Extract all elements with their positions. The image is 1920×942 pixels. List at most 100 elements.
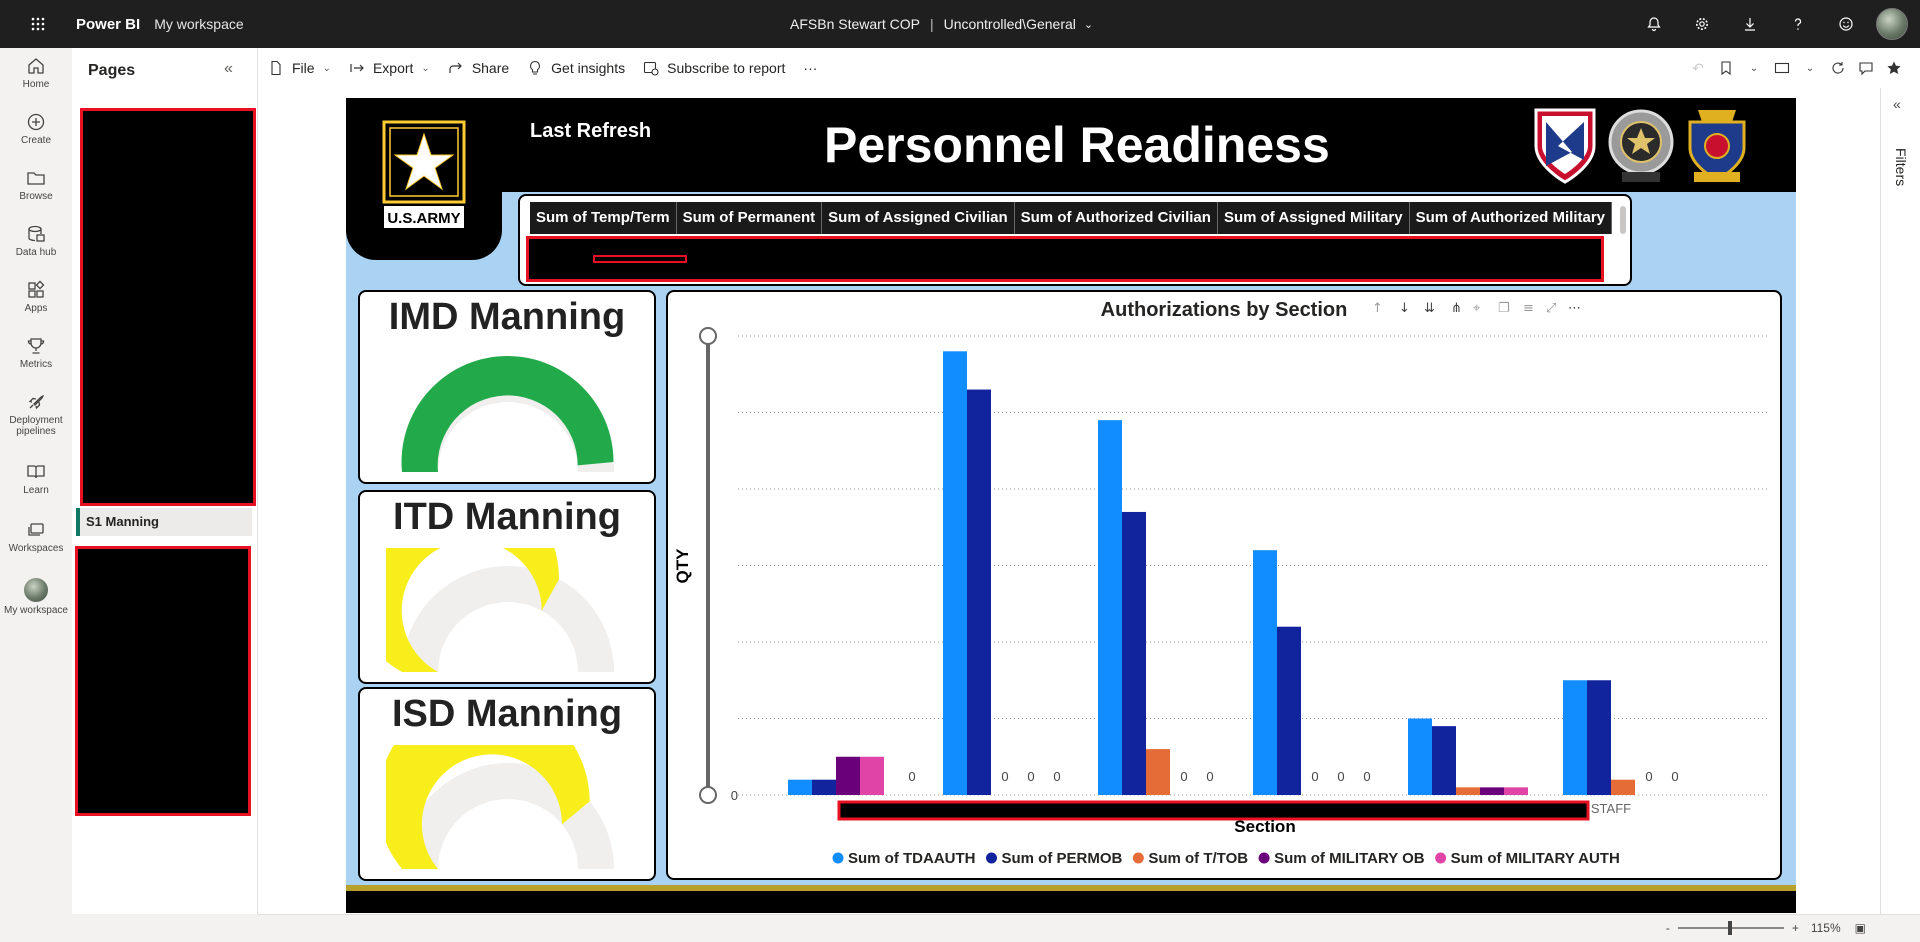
page-thumbnail-redacted[interactable]	[80, 108, 256, 506]
share-button[interactable]: Share	[448, 60, 509, 76]
bookmark-icon[interactable]	[1712, 48, 1740, 88]
column-header-assigned-military[interactable]: Sum of Assigned Military	[1218, 202, 1410, 234]
download-icon[interactable]	[1726, 0, 1774, 48]
imd-manning-gauge-card[interactable]: IMD Manning	[358, 290, 656, 484]
bar[interactable]	[836, 756, 860, 795]
report-title-bar[interactable]: AFSBn Stewart COP | Uncontrolled\General…	[790, 0, 1093, 48]
bar[interactable]	[1122, 511, 1146, 795]
nav-browse[interactable]: Browse	[0, 160, 72, 216]
table-scrollbar[interactable]	[1620, 206, 1626, 234]
nav-deployment-pipelines[interactable]: Deployment pipelines	[0, 384, 72, 454]
bar[interactable]	[943, 351, 967, 795]
itd-manning-gauge-card[interactable]: ITD Manning	[358, 490, 656, 684]
breadcrumb-workspace[interactable]: My workspace	[154, 16, 244, 32]
data-label: 0	[1645, 769, 1652, 784]
nav-workspaces[interactable]: Workspaces	[0, 512, 72, 570]
bar[interactable]	[1277, 626, 1301, 795]
file-menu[interactable]: File ⌄	[268, 60, 331, 76]
bar[interactable]	[1480, 787, 1504, 795]
bar[interactable]	[1253, 550, 1277, 795]
us-army-logo: U.S.ARMY	[382, 120, 466, 228]
top-bar: Power BI My workspace AFSBn Stewart COP …	[0, 0, 1920, 48]
column-header-assigned-civilian[interactable]: Sum of Assigned Civilian	[822, 202, 1015, 234]
favorite-star-icon[interactable]	[1880, 48, 1908, 88]
drill-down-icon[interactable]: ↓	[1399, 301, 1410, 316]
bar[interactable]	[967, 389, 991, 795]
focus-mode-icon[interactable]: ⤢	[1546, 301, 1556, 316]
bar[interactable]	[1563, 680, 1587, 795]
collapse-pages-icon[interactable]: «	[224, 60, 233, 77]
column-header-permanent[interactable]: Sum of Permanent	[677, 202, 823, 234]
help-icon[interactable]	[1774, 0, 1822, 48]
bar[interactable]	[1408, 718, 1432, 796]
bar[interactable]	[1587, 680, 1611, 795]
legend-item[interactable]: Sum of PERMOB	[1002, 850, 1123, 867]
bar[interactable]	[1432, 726, 1456, 795]
bar[interactable]	[1456, 787, 1480, 795]
app-launcher-icon[interactable]	[0, 0, 76, 48]
more-options-icon[interactable]: ⋯	[1568, 301, 1581, 316]
column-header-authorized-civilian[interactable]: Sum of Authorized Civilian	[1015, 202, 1218, 234]
more-options-button[interactable]: ···	[803, 60, 818, 76]
bar[interactable]	[1146, 749, 1170, 795]
bar[interactable]	[788, 779, 812, 795]
refresh-icon[interactable]	[1824, 48, 1852, 88]
legend-item[interactable]: Sum of T/TOB	[1148, 850, 1248, 867]
settings-gear-icon[interactable]	[1678, 0, 1726, 48]
page-thumbnail-redacted-2[interactable]	[75, 546, 251, 816]
nav-create[interactable]: Create	[0, 104, 72, 160]
data-label: 0	[1337, 769, 1344, 784]
zoom-slider[interactable]	[1677, 921, 1784, 935]
brand-name[interactable]: Power BI	[76, 15, 141, 33]
undo-icon[interactable]: ↶	[1692, 59, 1704, 76]
nav-learn[interactable]: Learn	[0, 454, 72, 512]
metrics-icon	[27, 338, 45, 354]
nav-apps[interactable]: Apps	[0, 272, 72, 328]
range-slider-bottom-handle[interactable]	[699, 786, 717, 804]
filter-icon[interactable]: ≡	[1523, 301, 1534, 316]
get-insights-button[interactable]: Get insights	[527, 60, 625, 76]
view-icon[interactable]	[1768, 48, 1796, 88]
user-avatar[interactable]	[1876, 8, 1908, 40]
bar[interactable]	[1098, 420, 1122, 795]
chevron-down-icon[interactable]: ⌄	[1805, 62, 1815, 74]
chevron-down-icon[interactable]: ⌄	[1083, 18, 1094, 31]
pin-visual-icon[interactable]: ⌖	[1473, 301, 1481, 316]
column-header-authorized-military[interactable]: Sum of Authorized Military	[1410, 202, 1613, 234]
column-header-temp-term[interactable]: Sum of Temp/Term	[530, 202, 677, 234]
zoom-slider-thumb[interactable]	[1727, 921, 1732, 935]
chevron-down-icon[interactable]: ⌄	[1749, 62, 1759, 74]
zoom-in-button[interactable]: +	[1791, 921, 1799, 935]
drill-up-icon[interactable]: ↑	[1372, 301, 1383, 316]
export-menu[interactable]: Export ⌄	[349, 60, 430, 76]
legend-item[interactable]: Sum of TDAAUTH	[848, 850, 976, 867]
authorizations-chart-card[interactable]: Authorizations by Section ↑ ↓ ⇊ ⋔ ⌖ ❐ ≡ …	[666, 290, 1782, 880]
page-tab-s1-manning[interactable]: S1 Manning	[76, 508, 252, 536]
legend-item[interactable]: Sum of MILITARY OB	[1274, 850, 1425, 867]
expand-filters-icon[interactable]: «	[1893, 96, 1901, 112]
nav-my-workspace[interactable]: My workspace	[0, 570, 72, 630]
bar[interactable]	[860, 756, 884, 795]
browse-icon	[27, 172, 45, 185]
expand-hierarchy-icon[interactable]: ⋔	[1451, 301, 1462, 316]
bar[interactable]	[1611, 779, 1635, 795]
zoom-out-button[interactable]: -	[1665, 921, 1670, 935]
bar[interactable]	[812, 779, 836, 795]
expand-all-down-icon[interactable]: ⇊	[1424, 301, 1435, 316]
bar[interactable]	[1504, 787, 1528, 795]
range-slider-top-handle[interactable]	[699, 327, 717, 345]
subscribe-button[interactable]: Subscribe to report	[643, 60, 785, 76]
nav-metrics[interactable]: Metrics	[0, 328, 72, 384]
fit-to-page-icon[interactable]: ▣	[1854, 921, 1866, 935]
copy-visual-icon[interactable]: ❐	[1498, 301, 1510, 316]
feedback-smiley-icon[interactable]	[1822, 0, 1870, 48]
home-icon	[28, 58, 44, 74]
nav-data-hub[interactable]: Data hub	[0, 216, 72, 272]
file-icon	[271, 60, 281, 76]
nav-home[interactable]: Home	[0, 48, 72, 104]
isd-manning-gauge-card[interactable]: ISD Manning	[358, 687, 656, 881]
notifications-icon[interactable]	[1630, 0, 1678, 48]
comment-icon[interactable]	[1852, 48, 1880, 88]
legend-item[interactable]: Sum of MILITARY AUTH	[1451, 850, 1620, 867]
filters-pane-collapsed[interactable]: « Filters	[1880, 88, 1920, 914]
